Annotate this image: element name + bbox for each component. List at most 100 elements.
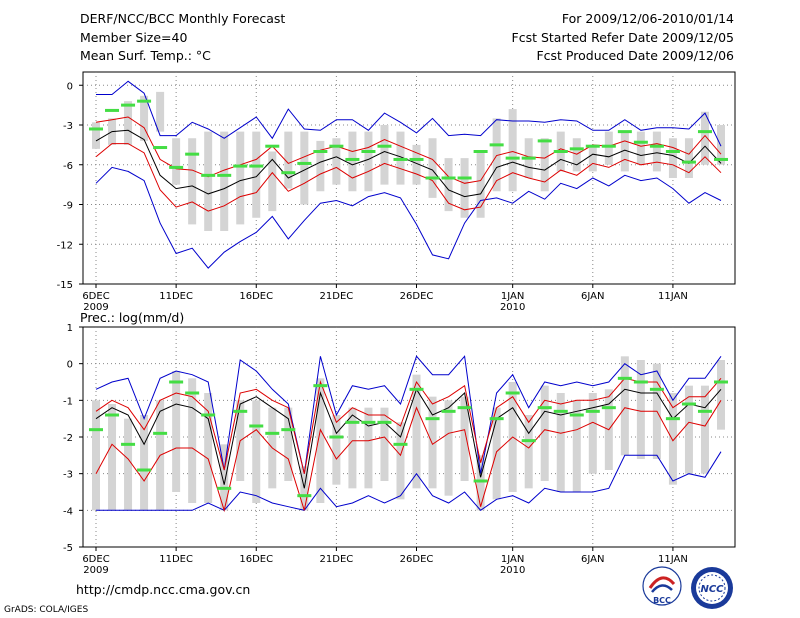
- forecast-started-date: Fcst Started Refer Date 2009/12/05: [511, 30, 735, 45]
- y-tick-label: -6: [63, 161, 73, 172]
- y-tick-label: -2: [63, 433, 73, 444]
- ensemble-box: [364, 131, 373, 192]
- median-mark: [681, 160, 696, 164]
- median-mark: [345, 420, 360, 424]
- y-tick-label: -4: [63, 506, 73, 517]
- x-tick-year: 2009: [83, 302, 108, 313]
- median-mark: [425, 176, 440, 180]
- median-mark: [313, 384, 328, 388]
- median-mark: [137, 99, 152, 103]
- x-tick-label: 21DEC: [320, 291, 354, 302]
- median-mark: [217, 173, 232, 177]
- y-tick-label: -9: [63, 201, 73, 212]
- grads-credit: GrADS: COLA/IGES: [4, 605, 89, 615]
- median-mark: [505, 391, 520, 395]
- ensemble-box: [236, 131, 245, 225]
- ensemble-box: [717, 360, 725, 430]
- source-url[interactable]: http://cmdp.ncc.cma.gov.cn: [76, 582, 251, 597]
- x-tick-label: 11JAN: [658, 291, 688, 302]
- ensemble-box: [492, 407, 501, 500]
- y-tick-label: -5: [63, 543, 73, 554]
- std-lower-line: [95, 143, 722, 212]
- median-mark: [553, 150, 568, 153]
- ensemble-box: [316, 378, 325, 503]
- median-mark: [233, 164, 248, 168]
- ensemble-box: [332, 415, 341, 485]
- y-tick-label: 0: [67, 81, 73, 92]
- ensemble-box: [412, 374, 421, 489]
- ensemble-box: [684, 138, 693, 178]
- ensemble-box: [252, 400, 261, 503]
- median-mark: [361, 150, 376, 153]
- median-mark: [697, 130, 712, 134]
- median-mark: [265, 431, 280, 435]
- ensemble-box: [204, 393, 213, 503]
- median-mark: [89, 428, 103, 432]
- ensemble-box: [284, 131, 293, 189]
- ensemble-box: [700, 111, 709, 165]
- median-mark: [233, 409, 248, 413]
- ensemble-box: [92, 400, 100, 511]
- bcc-logo: BCC: [642, 566, 682, 606]
- ensemble-box: [540, 138, 549, 192]
- x-tick-label: 16DEC: [239, 554, 273, 565]
- median-mark: [633, 380, 648, 384]
- median-mark: [265, 144, 280, 148]
- ncc-logo: NCC: [691, 567, 733, 609]
- member-size: Member Size=40: [80, 30, 188, 45]
- median-mark: [649, 144, 664, 148]
- median-mark: [473, 479, 488, 483]
- ensemble-box: [140, 415, 149, 511]
- x-tick-label: 11DEC: [159, 291, 193, 302]
- median-mark: [393, 442, 408, 446]
- x-tick-label: 1JAN: [501, 554, 524, 565]
- ensemble-box: [444, 400, 453, 496]
- median-mark: [89, 127, 103, 131]
- median-mark: [489, 417, 504, 421]
- median-mark: [313, 150, 328, 153]
- median-mark: [697, 409, 712, 413]
- ensemble-box: [140, 95, 149, 141]
- ensemble-box: [700, 385, 709, 474]
- median-mark: [249, 424, 264, 428]
- ensemble-box: [412, 144, 421, 185]
- x-tick-label: 1JAN: [501, 291, 524, 302]
- ensemble-box: [396, 422, 405, 500]
- ensemble-box: [652, 131, 661, 172]
- ensemble-box: [284, 407, 293, 481]
- x-tick-label: 16DEC: [239, 291, 273, 302]
- median-mark: [377, 144, 392, 148]
- x-tick-label: 6JAN: [581, 291, 604, 302]
- ensemble-box: [332, 138, 341, 185]
- bcc-logo-text: BCC: [653, 596, 671, 605]
- median-mark: [201, 173, 216, 177]
- ensemble-box: [524, 415, 533, 489]
- ensemble-mean-line: [95, 388, 722, 489]
- median-mark: [585, 144, 600, 148]
- ensemble-box: [220, 444, 229, 511]
- forecast-produced-date: Fcst Produced Date 2009/12/06: [536, 48, 734, 63]
- ensemble-box: [540, 385, 549, 481]
- median-mark: [714, 157, 728, 161]
- median-mark: [553, 409, 568, 413]
- x-tick-label: 21DEC: [320, 554, 354, 565]
- median-mark: [185, 152, 200, 156]
- figure-title: DERF/NCC/BCC Monthly Forecast: [80, 11, 286, 26]
- ensemble-box: [668, 393, 677, 485]
- median-mark: [361, 420, 376, 424]
- y-tick-label: -15: [57, 280, 73, 291]
- agency-logos: BCC NCC: [642, 566, 733, 609]
- ensemble-box: [348, 131, 357, 192]
- median-mark: [617, 130, 632, 134]
- ensemble-box: [620, 356, 629, 456]
- median-mark: [601, 144, 616, 148]
- ensemble-box: [620, 131, 629, 172]
- ensemble-box: [252, 131, 261, 218]
- ensemble-box: [636, 360, 645, 459]
- y-tick-label: -12: [57, 240, 73, 251]
- ensemble-box: [220, 131, 229, 231]
- ensemble-box: [444, 158, 453, 212]
- x-tick-label: 11JAN: [658, 554, 688, 565]
- median-mark: [329, 144, 344, 148]
